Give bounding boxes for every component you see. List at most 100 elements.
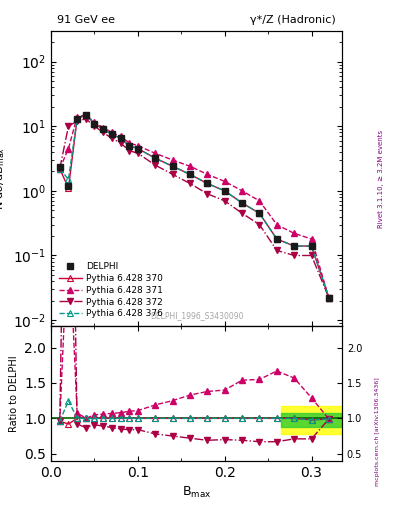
DELPHI: [83, 112, 88, 118]
Pythia 6.428 372: [170, 172, 175, 178]
DELPHI: [205, 180, 210, 186]
Pythia 6.428 372: [187, 180, 192, 186]
Pythia 6.428 376: [75, 116, 79, 122]
Pythia 6.428 376: [205, 180, 210, 186]
Pythia 6.428 372: [309, 252, 314, 259]
DELPHI: [292, 243, 297, 249]
Line: Pythia 6.428 372: Pythia 6.428 372: [57, 116, 332, 301]
Pythia 6.428 370: [101, 126, 106, 132]
Pythia 6.428 370: [75, 116, 79, 122]
DELPHI: [127, 143, 132, 149]
Pythia 6.428 371: [240, 188, 244, 194]
Pythia 6.428 370: [136, 145, 140, 152]
Pythia 6.428 372: [57, 166, 62, 172]
Pythia 6.428 370: [92, 120, 97, 126]
Pythia 6.428 372: [127, 147, 132, 154]
Pythia 6.428 372: [240, 210, 244, 217]
Pythia 6.428 371: [66, 145, 71, 152]
Line: DELPHI: DELPHI: [57, 112, 332, 301]
Pythia 6.428 376: [274, 236, 279, 242]
Pythia 6.428 372: [101, 130, 106, 136]
Pythia 6.428 376: [257, 210, 262, 217]
DELPHI: [66, 183, 71, 189]
DELPHI: [75, 116, 79, 122]
Pythia 6.428 372: [257, 222, 262, 228]
Pythia 6.428 376: [170, 163, 175, 169]
Pythia 6.428 370: [240, 200, 244, 206]
Pythia 6.428 372: [118, 140, 123, 146]
DELPHI: [118, 135, 123, 141]
DELPHI: [222, 188, 227, 194]
Line: Pythia 6.428 376: Pythia 6.428 376: [57, 112, 332, 301]
Pythia 6.428 372: [83, 116, 88, 122]
Pythia 6.428 372: [75, 118, 79, 124]
Pythia 6.428 372: [205, 191, 210, 197]
Pythia 6.428 376: [92, 120, 97, 126]
Pythia 6.428 371: [222, 178, 227, 184]
Pythia 6.428 371: [127, 140, 132, 146]
Pythia 6.428 376: [240, 200, 244, 206]
Pythia 6.428 371: [327, 295, 331, 301]
Pythia 6.428 370: [187, 172, 192, 178]
Pythia 6.428 371: [75, 114, 79, 120]
Pythia 6.428 376: [57, 166, 62, 172]
Bar: [281, 413, 342, 427]
Pythia 6.428 372: [153, 162, 158, 168]
Pythia 6.428 376: [83, 112, 88, 118]
Pythia 6.428 370: [127, 143, 132, 149]
Pythia 6.428 372: [110, 135, 114, 141]
Text: DELPHI_1996_S3430090: DELPHI_1996_S3430090: [150, 311, 243, 321]
DELPHI: [101, 126, 106, 132]
Pythia 6.428 376: [327, 295, 331, 301]
X-axis label: B$_{\rm max}$: B$_{\rm max}$: [182, 485, 211, 500]
Pythia 6.428 371: [187, 163, 192, 169]
DELPHI: [170, 163, 175, 169]
Pythia 6.428 376: [101, 126, 106, 132]
Pythia 6.428 371: [101, 124, 106, 131]
Pythia 6.428 371: [57, 166, 62, 172]
DELPHI: [257, 210, 262, 217]
Pythia 6.428 372: [66, 123, 71, 129]
Pythia 6.428 376: [309, 243, 314, 249]
Pythia 6.428 371: [170, 157, 175, 163]
Pythia 6.428 376: [292, 243, 297, 249]
Line: Pythia 6.428 370: Pythia 6.428 370: [57, 112, 332, 301]
Pythia 6.428 372: [92, 123, 97, 129]
Pythia 6.428 370: [153, 155, 158, 161]
Text: γ*/Z (Hadronic): γ*/Z (Hadronic): [250, 15, 336, 25]
Pythia 6.428 376: [127, 143, 132, 149]
Pythia 6.428 370: [118, 135, 123, 141]
DELPHI: [274, 236, 279, 242]
Legend: DELPHI, Pythia 6.428 370, Pythia 6.428 371, Pythia 6.428 372, Pythia 6.428 376: DELPHI, Pythia 6.428 370, Pythia 6.428 3…: [55, 259, 167, 322]
Pythia 6.428 370: [274, 236, 279, 242]
DELPHI: [92, 120, 97, 126]
Pythia 6.428 371: [274, 222, 279, 228]
Text: mcplots.cern.ch [arXiv:1306.3436]: mcplots.cern.ch [arXiv:1306.3436]: [375, 378, 380, 486]
Pythia 6.428 372: [222, 198, 227, 204]
Pythia 6.428 371: [83, 112, 88, 118]
Pythia 6.428 370: [83, 112, 88, 118]
Pythia 6.428 371: [118, 133, 123, 139]
Pythia 6.428 371: [309, 236, 314, 242]
DELPHI: [327, 295, 331, 301]
Pythia 6.428 376: [66, 177, 71, 183]
Pythia 6.428 371: [110, 130, 114, 136]
Pythia 6.428 371: [257, 198, 262, 204]
DELPHI: [110, 131, 114, 137]
DELPHI: [136, 145, 140, 152]
Pythia 6.428 371: [136, 143, 140, 149]
Pythia 6.428 371: [153, 151, 158, 157]
Pythia 6.428 372: [327, 295, 331, 301]
DELPHI: [57, 164, 62, 170]
Text: 91 GeV ee: 91 GeV ee: [57, 15, 115, 25]
Pythia 6.428 370: [66, 185, 71, 191]
Pythia 6.428 370: [292, 243, 297, 249]
Pythia 6.428 370: [170, 163, 175, 169]
Pythia 6.428 372: [274, 247, 279, 253]
Pythia 6.428 370: [309, 243, 314, 249]
Y-axis label: N d$\sigma$/dB$_{\rm max}$: N d$\sigma$/dB$_{\rm max}$: [0, 147, 7, 210]
Pythia 6.428 371: [292, 230, 297, 237]
Pythia 6.428 370: [327, 295, 331, 301]
Bar: [281, 406, 342, 434]
Pythia 6.428 376: [187, 172, 192, 178]
